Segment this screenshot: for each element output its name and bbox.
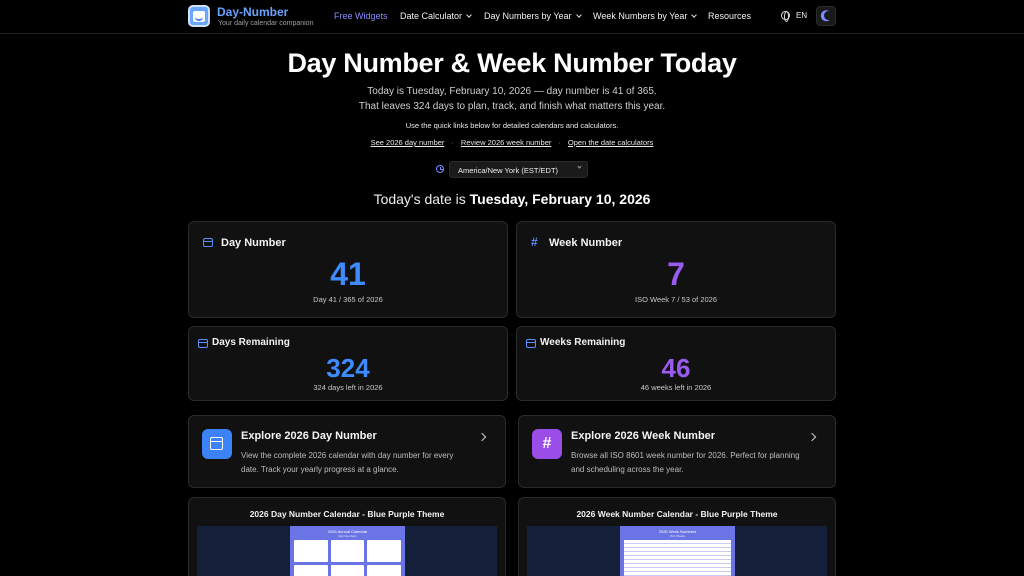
weeks-remaining-meta: 46 weeks left in 2026 <box>640 383 712 392</box>
today-date: Tuesday, February 10, 2026 <box>469 191 651 207</box>
calendar-clock-icon <box>526 339 536 348</box>
link-date-calculators[interactable]: Open the date calculators <box>567 138 654 147</box>
nav-resources[interactable]: Resources <box>708 11 751 21</box>
week-number-meta: ISO Week 7 / 53 of 2026 <box>635 295 717 304</box>
explore-day-number-card[interactable]: Explore 2026 Day Number View the complet… <box>188 415 506 488</box>
globe-icon <box>781 11 790 22</box>
chevron-right-icon <box>477 432 487 442</box>
today-prefix: Today's date is <box>373 191 466 207</box>
calendar-icon <box>202 429 232 459</box>
week-preview-title: 2026 Week Number Calendar - Blue Purple … <box>576 509 778 519</box>
day-calendar-sheet: 2026 Annual Calendar Day Numbers <box>290 526 405 576</box>
day-sheet-title: 2026 Annual Calendar <box>327 529 368 534</box>
week-number-title: Week Number <box>549 237 623 249</box>
moon-icon <box>823 10 835 22</box>
explore-week-desc: Browse all ISO 8601 week number for 2026… <box>571 451 800 474</box>
clock-icon <box>436 165 444 173</box>
link-2026-day-number[interactable]: See 2026 day number <box>370 138 445 147</box>
day-preview-image[interactable]: 2026 Annual Calendar Day Numbers <box>197 526 497 576</box>
chevron-down-icon <box>577 164 582 169</box>
days-remaining-meta: 324 days left in 2026 <box>313 383 383 392</box>
timezone-select[interactable]: America/New York (EST/EDT) <box>449 161 588 178</box>
top-header: Day-Number Your daily calendar companion… <box>0 0 1024 34</box>
nav-week-numbers-by-year[interactable]: Week Numbers by Year <box>593 11 698 21</box>
nav-resources-label: Resources <box>708 11 752 21</box>
nav-day-numbers-label: Day Numbers by Year <box>484 11 572 21</box>
timezone-value: America/New York (EST/EDT) <box>458 166 559 175</box>
weeks-remaining-card: Weeks Remaining 46 46 weeks left in 2026 <box>516 326 836 401</box>
day-number-meta: Day 41 / 365 of 2026 <box>313 295 383 304</box>
explore-day-title: Explore 2026 Day Number <box>241 430 377 442</box>
hash-icon: # <box>531 235 538 249</box>
link-separator: · <box>558 138 561 147</box>
day-calendar-preview-card[interactable]: 2026 Day Number Calendar - Blue Purple T… <box>188 497 506 576</box>
nav-week-numbers-label: Week Numbers by Year <box>593 11 688 21</box>
days-remaining-card: Days Remaining 324 324 days left in 2026 <box>188 326 508 401</box>
chevron-right-icon <box>807 432 817 442</box>
chevron-down-icon <box>575 11 582 18</box>
calendar-icon <box>198 339 208 348</box>
nav-date-calculator-label: Date Calculator <box>400 11 463 21</box>
language-switcher[interactable]: EN <box>781 11 808 22</box>
days-remaining-title: Days Remaining <box>212 337 290 348</box>
language-label: EN <box>796 11 808 20</box>
weeks-remaining-title: Weeks Remaining <box>540 337 626 348</box>
hash-icon: # <box>532 429 562 459</box>
link-2026-week-number[interactable]: Review 2026 week number <box>460 138 552 147</box>
nav-date-calculator[interactable]: Date Calculator <box>400 11 472 21</box>
hero-summary-line-2: That leaves 324 days to plan, track, and… <box>358 101 666 112</box>
day-number-value: 41 <box>330 256 366 292</box>
explore-day-desc: View the complete 2026 calendar with day… <box>241 451 454 474</box>
chevron-down-icon <box>691 11 698 18</box>
week-sheet-subtitle: ISO Weeks <box>669 534 686 538</box>
week-preview-image[interactable]: 2026 Week Numbers ISO Weeks <box>527 526 827 576</box>
week-number-value: 7 <box>667 256 685 292</box>
weeks-remaining-value: 46 <box>661 353 691 383</box>
day-sheet-subtitle: Day Numbers <box>338 534 357 538</box>
link-separator: · <box>451 138 454 147</box>
calendar-icon <box>203 238 213 247</box>
nav-free-widgets[interactable]: Free Widgets <box>334 11 388 21</box>
week-sheet-title: 2026 Week Numbers <box>658 529 697 534</box>
days-remaining-value: 324 <box>326 353 370 383</box>
nav-day-numbers-by-year[interactable]: Day Numbers by Year <box>484 11 582 21</box>
calendar-logo-icon[interactable] <box>188 5 210 27</box>
week-number-card: # Week Number 7 ISO Week 7 / 53 of 2026 <box>516 221 836 318</box>
today-date-heading: Today's date is Tuesday, February 10, 20… <box>0 191 1024 207</box>
week-calendar-sheet: 2026 Week Numbers ISO Weeks <box>620 526 735 576</box>
quick-links: See 2026 day number · Review 2026 week num… <box>0 138 1024 147</box>
week-calendar-preview-card[interactable]: 2026 Week Number Calendar - Blue Purple … <box>518 497 836 576</box>
day-preview-title: 2026 Day Number Calendar - Blue Purple T… <box>249 509 445 519</box>
explore-week-number-card[interactable]: # Explore 2026 Week Number Browse all IS… <box>518 415 836 488</box>
brand-tagline: Your daily calendar companion <box>218 20 314 27</box>
brand-title[interactable]: Day-Number <box>217 5 289 19</box>
page-title: Day Number & Week Number Today <box>287 48 737 78</box>
hero-summary-line-1: Today is Tuesday, February 10, 2026 — da… <box>367 86 657 97</box>
nav-free-widgets-label: Free Widgets <box>334 11 388 21</box>
chevron-down-icon <box>466 11 472 18</box>
explore-week-title: Explore 2026 Week Number <box>571 430 716 442</box>
theme-toggle-button[interactable] <box>816 6 836 26</box>
hero-hint: Use the quick links below for detailed c… <box>405 121 619 130</box>
day-number-card: Day Number 41 Day 41 / 365 of 2026 <box>188 221 508 318</box>
day-number-title: Day Number <box>221 237 286 249</box>
